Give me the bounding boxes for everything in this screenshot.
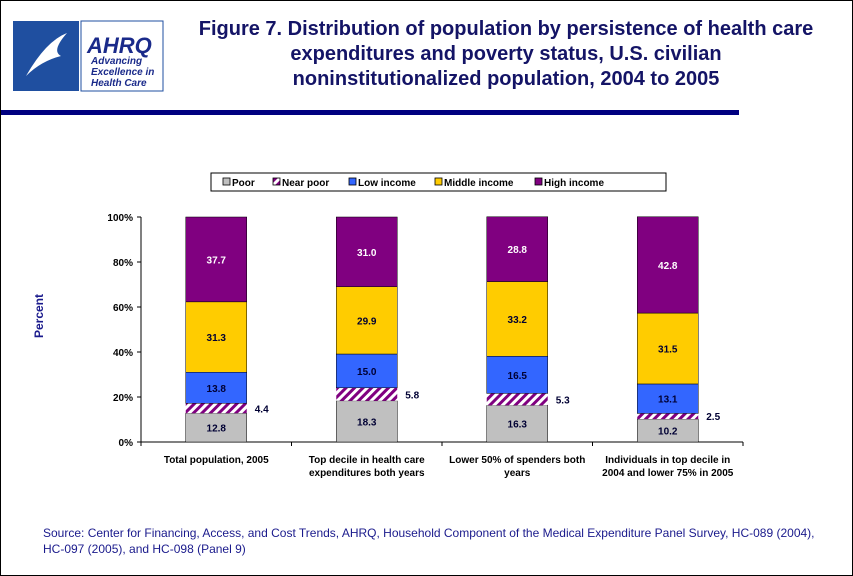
logo-frame bbox=[80, 20, 164, 92]
y-tick-label: 40% bbox=[113, 348, 133, 359]
data-label: 42.8 bbox=[658, 261, 678, 272]
x-tick-label: Top decile in health care expenditures b… bbox=[308, 455, 425, 479]
y-axis-label: Percent bbox=[32, 294, 46, 338]
data-label: 29.9 bbox=[357, 316, 377, 327]
legend-swatch bbox=[534, 177, 543, 186]
bar-segment bbox=[486, 405, 548, 443]
data-label: 2.5 bbox=[706, 412, 720, 423]
bar-segment bbox=[336, 353, 398, 389]
data-label: 12.8 bbox=[207, 424, 227, 435]
bar-segment bbox=[336, 216, 398, 287]
bar-segment bbox=[486, 393, 548, 406]
y-tick-label: 100% bbox=[107, 213, 133, 224]
legend-label: Poor bbox=[232, 178, 255, 189]
logo-tagline: Advancing Excellence in Health Care bbox=[91, 56, 155, 89]
bar-segment bbox=[336, 286, 398, 355]
bar-segment bbox=[185, 301, 247, 373]
data-label: 31.5 bbox=[658, 345, 678, 356]
bar-segment bbox=[637, 413, 699, 420]
bar-segment bbox=[637, 216, 699, 314]
legend-label: Near poor bbox=[282, 178, 329, 189]
data-label: 13.8 bbox=[207, 384, 227, 395]
legend-label: Middle income bbox=[444, 178, 514, 189]
bar-segment bbox=[637, 383, 699, 414]
x-tick-label: Individuals in top decile in 2004 and lo… bbox=[602, 455, 734, 479]
legend-label: Low income bbox=[358, 178, 416, 189]
y-tick-label: 60% bbox=[113, 303, 133, 314]
data-label: 10.2 bbox=[658, 427, 678, 438]
data-label: 4.4 bbox=[255, 404, 269, 415]
y-tick-label: 20% bbox=[113, 393, 133, 404]
source-note: Source: Center for Financing, Access, an… bbox=[43, 526, 815, 556]
bar-segment bbox=[486, 216, 548, 282]
logo-eagle bbox=[26, 33, 67, 76]
legend-swatch bbox=[434, 177, 443, 186]
bar-segment bbox=[185, 216, 247, 303]
data-label: 31.3 bbox=[207, 333, 227, 344]
bar-segment bbox=[185, 412, 247, 443]
chart-title: Figure 7. Distribution of population by … bbox=[198, 18, 814, 90]
header-rule bbox=[1, 110, 739, 115]
bar-segment bbox=[185, 372, 247, 404]
bar-segment bbox=[336, 400, 398, 443]
legend-label: High income bbox=[544, 178, 604, 189]
bar-segment bbox=[336, 387, 398, 401]
bar-segment bbox=[486, 356, 548, 394]
x-tick-label: Lower 50% of spenders both years bbox=[449, 455, 586, 479]
data-label: 5.8 bbox=[405, 390, 419, 401]
bar-segment bbox=[185, 403, 247, 414]
bar-segment bbox=[486, 281, 548, 357]
legend-swatch bbox=[272, 177, 281, 186]
data-label: 16.3 bbox=[508, 420, 528, 431]
legend-swatch bbox=[222, 177, 231, 186]
y-tick-label: 0% bbox=[119, 438, 134, 449]
data-label: 16.5 bbox=[508, 371, 528, 382]
bar-segment bbox=[637, 312, 699, 385]
y-tick-label: 80% bbox=[113, 258, 133, 269]
x-tick-label: Total population, 2005 bbox=[163, 455, 269, 466]
data-label: 37.7 bbox=[207, 255, 227, 266]
data-label: 31.0 bbox=[357, 248, 377, 259]
data-label: 28.8 bbox=[508, 245, 528, 256]
data-label: 15.0 bbox=[357, 367, 377, 378]
data-label: 18.3 bbox=[357, 417, 377, 428]
legend-swatch bbox=[348, 177, 357, 186]
data-label: 5.3 bbox=[556, 395, 570, 406]
logo-name: AHRQ bbox=[87, 33, 152, 58]
data-label: 13.1 bbox=[658, 395, 678, 406]
data-label: 33.2 bbox=[508, 315, 528, 326]
